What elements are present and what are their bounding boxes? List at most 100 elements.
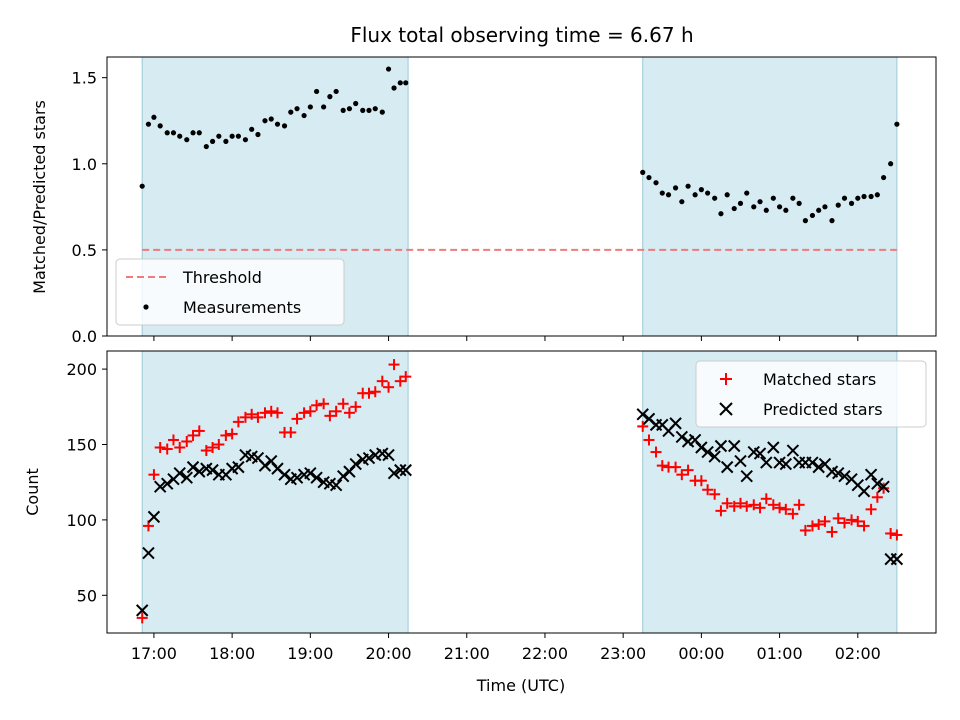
predicted-star-point <box>161 477 174 490</box>
measurement-point <box>385 66 392 72</box>
measurement-point <box>139 183 145 189</box>
y-tick-label: 1.5 <box>72 69 97 88</box>
predicted-star-point <box>329 479 343 492</box>
matched-star-point <box>754 502 766 514</box>
measurement-point <box>751 204 757 210</box>
matched-star-point <box>400 371 412 383</box>
measurement-point <box>776 204 783 210</box>
chart-title: Flux total observing time = 6.67 h <box>350 23 693 47</box>
matched-star-point <box>787 508 799 520</box>
predicted-star-point <box>258 459 272 472</box>
measurement-point <box>770 195 776 201</box>
bottom-legend: Matched stars Predicted stars <box>695 360 927 428</box>
predicted-star-point <box>362 451 376 465</box>
matched-star-point <box>728 500 740 512</box>
matched-star-point <box>741 500 753 512</box>
measurement-point <box>229 133 235 139</box>
measurement-point <box>288 109 294 115</box>
matched-star-point <box>298 407 310 419</box>
top-legend-box <box>115 258 345 326</box>
y-tick-label: 50 <box>77 586 97 605</box>
x-tick-label: 22:00 <box>522 644 568 663</box>
measurement-point <box>894 121 900 127</box>
top-plot-frame <box>106 56 937 337</box>
matched-star-point <box>806 520 818 532</box>
matched-star-point <box>304 405 316 417</box>
predicted-star-point <box>193 465 206 478</box>
measurement-point <box>391 85 397 91</box>
matched-star-point <box>774 502 786 514</box>
measurement-point <box>790 195 796 201</box>
predicted-star-point <box>336 469 350 483</box>
predicted-star-point <box>864 468 878 481</box>
matched-star-point <box>161 443 173 455</box>
matched-star-point <box>291 413 303 425</box>
matched-star-point <box>656 460 668 472</box>
x-tick-label: 17:00 <box>131 644 177 663</box>
matched-star-point <box>871 491 883 503</box>
matched-star-point <box>350 401 362 413</box>
matched-star-point <box>285 426 297 438</box>
predicted-star-point <box>180 471 193 484</box>
measurement-point <box>802 218 808 224</box>
top-series-layer <box>139 66 900 251</box>
measurement-point <box>313 88 320 95</box>
matched-star-point <box>363 387 375 399</box>
predicted-star-point <box>636 408 649 421</box>
y-tick-label: 200 <box>66 360 97 379</box>
predicted-star-point <box>394 463 407 477</box>
x-tick-label: 19:00 <box>287 644 333 663</box>
x-tick-label: 01:00 <box>757 644 803 663</box>
predicted-star-point <box>278 468 291 481</box>
predicted-star-point <box>806 456 819 469</box>
measurement-point <box>151 114 157 120</box>
measurement-point <box>170 130 177 136</box>
top-shaded-regions <box>141 56 898 337</box>
predicted-star-point <box>734 454 747 468</box>
matched-star-point <box>734 497 746 509</box>
predicted-star-point <box>304 466 317 480</box>
matched-star-point <box>793 499 805 511</box>
measurement-point <box>360 107 366 113</box>
measurement-point <box>640 169 646 175</box>
measurement-point <box>145 121 152 127</box>
matched-star-point <box>376 375 388 387</box>
measurement-point <box>653 180 659 186</box>
measurement-point <box>242 137 249 143</box>
measurement-point <box>203 143 209 150</box>
predicted-star-point <box>714 439 728 453</box>
matched-star-point <box>709 488 721 500</box>
matched-star-point <box>369 386 381 398</box>
matched-star-point <box>676 469 688 481</box>
predicted-star-point <box>767 441 780 454</box>
predicted-star-point <box>206 463 219 477</box>
matched-star-point <box>721 497 733 509</box>
matched-star-point <box>885 527 897 539</box>
matched-star-point <box>324 410 336 422</box>
measurement-point <box>809 212 816 219</box>
predicted-star-point <box>173 466 186 480</box>
matched-star-point <box>226 428 238 440</box>
matched-star-point <box>174 442 186 454</box>
matched-star-point <box>187 429 199 441</box>
matched-star-point <box>760 493 772 505</box>
measurement-point <box>274 121 281 127</box>
legend-matched-swatch <box>720 373 732 385</box>
legend-predicted-swatch <box>719 402 733 416</box>
measurement-point <box>816 207 822 213</box>
measurement-point <box>646 174 652 181</box>
measurement-point <box>829 218 835 224</box>
measurement-point <box>718 211 724 217</box>
measurement-point <box>881 174 887 181</box>
matched-star-point <box>715 505 727 517</box>
x-tick-label: 20:00 <box>365 644 411 663</box>
y-tick-label: 100 <box>66 511 97 530</box>
top-y-axis-label: Matched/Predicted stars <box>30 100 49 294</box>
x-tick-label: 23:00 <box>600 644 646 663</box>
matched-star-point <box>813 518 825 530</box>
shaded-region <box>141 350 409 634</box>
matched-star-point <box>682 464 694 476</box>
measurement-point <box>874 192 880 198</box>
matched-star-point <box>207 442 219 454</box>
predicted-star-point <box>760 456 773 469</box>
